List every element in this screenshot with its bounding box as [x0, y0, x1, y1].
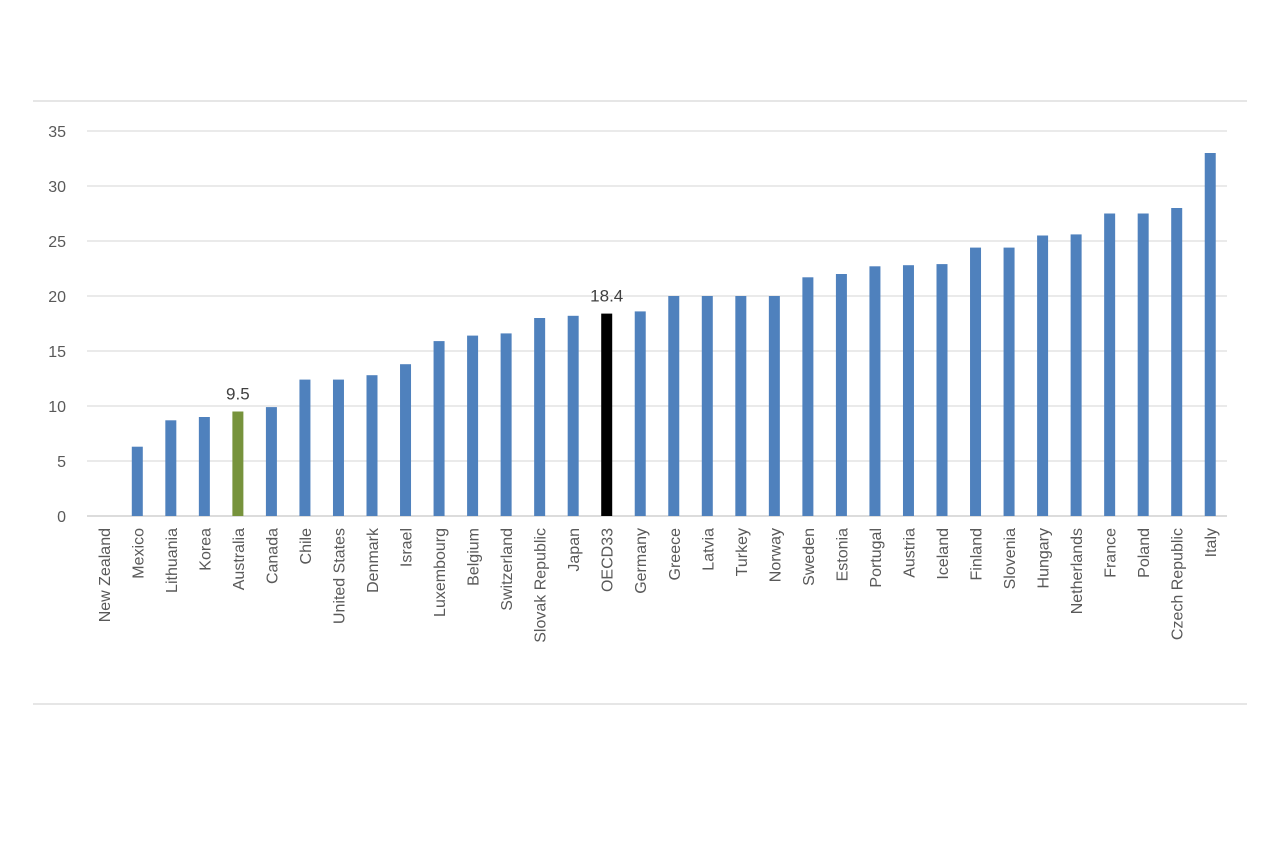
bar: [400, 364, 412, 516]
y-tick-label: 35: [48, 124, 66, 141]
x-category-label: Switzerland: [499, 528, 516, 611]
x-category-label: Latvia: [700, 528, 717, 571]
bar: [232, 411, 244, 516]
y-tick-label: 5: [57, 454, 66, 471]
bar: [534, 318, 546, 516]
x-category-label: Italy: [1203, 528, 1220, 557]
y-tick-label: 15: [48, 344, 66, 361]
y-tick-label: 0: [57, 509, 66, 526]
x-category-label: Austria: [901, 528, 918, 578]
bar: [668, 296, 680, 516]
bar: [869, 266, 881, 516]
bar: [835, 274, 847, 516]
bar: [1104, 213, 1116, 516]
y-tick-label: 25: [48, 234, 66, 251]
bar: [970, 247, 982, 516]
chart-frame-bottom-border: [33, 703, 1247, 705]
bar-data-label: 18.4: [590, 287, 623, 306]
bar: [366, 375, 378, 516]
x-category-label: Portugal: [868, 528, 885, 588]
x-category-label: Canada: [264, 528, 281, 584]
bar: [1070, 234, 1082, 516]
x-category-label: Mexico: [130, 528, 147, 579]
x-category-label: Luxembourg: [432, 528, 449, 617]
bar: [634, 311, 646, 516]
x-category-label: Denmark: [365, 527, 382, 593]
x-category-label: Sweden: [801, 528, 818, 586]
x-category-label: Hungary: [1036, 528, 1053, 588]
bar: [567, 315, 579, 516]
bar: [1037, 235, 1049, 516]
bar: [1003, 247, 1015, 516]
x-category-label: United States: [331, 528, 348, 624]
y-axis-tick-labels: 0 5 10 15 20 25 30 35: [48, 124, 66, 526]
x-category-label: Slovenia: [1002, 528, 1019, 589]
x-category-label: Finland: [969, 528, 986, 580]
x-category-label: Norway: [767, 528, 784, 582]
bars: [131, 153, 1216, 516]
y-tick-label: 30: [48, 179, 66, 196]
x-category-label: Turkey: [734, 528, 751, 576]
x-category-label: Czech Republic: [1170, 528, 1187, 640]
x-category-label: Chile: [298, 528, 315, 565]
x-category-label: Poland: [1136, 528, 1153, 578]
x-category-label: Netherlands: [1069, 528, 1086, 614]
bar: [467, 335, 479, 516]
x-category-label: Korea: [197, 528, 214, 571]
bar: [601, 313, 613, 516]
bar: [902, 265, 914, 516]
y-tick-label: 20: [48, 289, 66, 306]
bar: [332, 379, 344, 516]
x-category-label: Estonia: [834, 528, 851, 581]
bar: [165, 420, 177, 516]
x-category-label: Israel: [399, 528, 416, 567]
bar: [265, 407, 277, 516]
chart-frame-top-border: [33, 100, 1247, 102]
x-category-label: Australia: [231, 528, 248, 590]
x-category-label: Greece: [667, 528, 684, 581]
bar: [1204, 153, 1216, 516]
bar: [198, 417, 210, 516]
x-category-label: Slovak Republic: [533, 528, 550, 643]
bar: [1171, 208, 1183, 516]
bar: [131, 446, 143, 516]
bar: [768, 296, 780, 516]
bar: [1137, 213, 1149, 516]
bar: [735, 296, 747, 516]
gridlines: [87, 130, 1227, 517]
x-axis-category-labels: New Zealand Mexico Lithuania Korea Australia…: [97, 527, 1220, 643]
x-category-label: New Zealand: [97, 528, 114, 622]
x-category-label: Germany: [633, 528, 650, 594]
bar: [701, 296, 713, 516]
x-category-label: Japan: [566, 528, 583, 572]
y-tick-label: 10: [48, 399, 66, 416]
x-category-label: OECD33: [600, 528, 617, 592]
bar: [500, 333, 512, 516]
bar: [936, 264, 948, 516]
x-category-label: Lithuania: [164, 528, 181, 593]
x-category-label: France: [1103, 528, 1120, 578]
bar: [299, 379, 311, 516]
bar: [433, 341, 445, 516]
x-category-label: Belgium: [466, 528, 483, 586]
x-category-label: Iceland: [935, 528, 952, 580]
data-labels: 9.5 18.4: [226, 287, 623, 404]
bar: [802, 277, 814, 516]
bar-data-label: 9.5: [226, 385, 250, 404]
